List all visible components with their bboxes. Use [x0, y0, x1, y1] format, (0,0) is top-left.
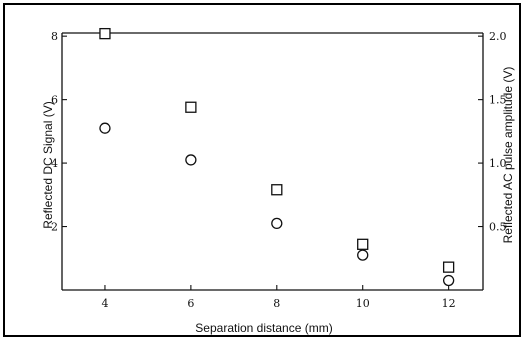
square-data-point [442, 261, 455, 273]
y2-tick-label: 0.5 [489, 221, 507, 234]
y-axis-ticks: 2 4 6 8 [51, 30, 67, 234]
x-axis-ticks: 4 6 8 10 12 [101, 285, 456, 310]
y-tick-label: 2 [51, 221, 58, 234]
square-data-point [357, 238, 369, 250]
chart-frame [3, 3, 521, 337]
y2-axis-label: Reflected AC pulse amplitude (V) [501, 67, 515, 244]
circle-data-point [271, 217, 283, 230]
y2-tick-label: 2.0 [489, 30, 507, 43]
y-axis-label: Reflected DC Signal (V) [41, 101, 55, 228]
circle-data-point [185, 154, 197, 166]
y-tick-label: 4 [51, 157, 58, 170]
square-data-point [99, 27, 111, 40]
square-data-point [271, 184, 283, 196]
y-tick-label: 6 [51, 94, 58, 107]
circle-data-point [357, 249, 369, 261]
circle-data-point [99, 122, 111, 134]
circle-data-point [442, 274, 455, 287]
y2-axis-ticks: 0.5 1.0 1.5 2.0 [478, 30, 507, 234]
x-tick-label: 8 [273, 297, 280, 310]
y2-tick-label: 1.0 [489, 157, 507, 170]
y-tick-label: 8 [51, 30, 58, 43]
x-tick-label: 10 [356, 297, 370, 310]
x-tick-label: 6 [187, 297, 194, 310]
y2-tick-label: 1.5 [489, 94, 507, 107]
data-markers [99, 27, 455, 287]
x-tick-label: 12 [442, 297, 456, 310]
square-data-point [185, 101, 197, 113]
x-tick-label: 4 [101, 297, 108, 310]
x-axis-label: Separation distance (mm) [195, 321, 332, 335]
